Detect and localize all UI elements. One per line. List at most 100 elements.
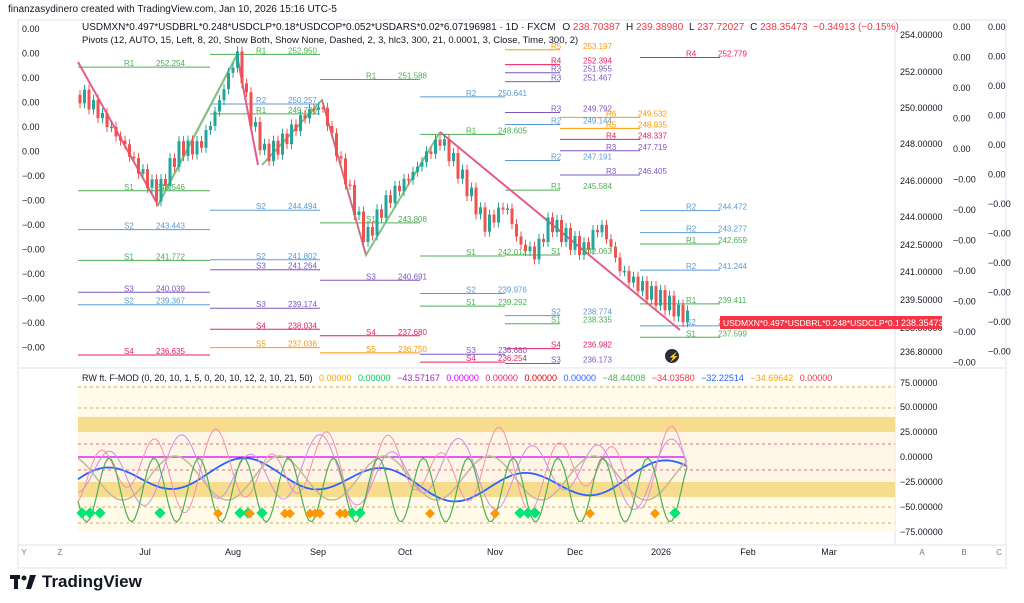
ohlc-change: −0.34913 (−0.15%) — [813, 22, 899, 33]
candle-body — [236, 51, 239, 68]
candle-body — [686, 310, 689, 323]
candle-body — [632, 276, 635, 283]
candle-body — [582, 242, 586, 256]
pivot-level-value: 247.719 — [638, 143, 667, 152]
ohlc-c: 238.35473 — [760, 22, 808, 33]
osc-tan-line — [77, 455, 688, 501]
extra-scale-2-label: 0.00 — [988, 81, 1006, 91]
osc-tick-label: −50.00000 — [900, 502, 943, 512]
candle-body — [227, 72, 230, 90]
candle-body — [605, 224, 608, 240]
candle-body — [528, 246, 532, 252]
extra-scale-1-label: 0.00 — [953, 144, 971, 154]
candle-body — [587, 242, 590, 250]
candle-body — [186, 140, 190, 157]
osc-orange-diamond — [490, 508, 500, 519]
pivot-level-value: 241.244 — [718, 262, 747, 271]
oscillator-markers — [76, 507, 681, 519]
pivot-level-tag: R2 — [551, 152, 562, 161]
left-scale-label: −0.00 — [22, 171, 45, 181]
candle-body — [245, 83, 248, 93]
candle-body — [659, 290, 662, 306]
left-scale-label: 0.00 — [22, 147, 40, 157]
pivots-indicator-line[interactable]: Pivots (12, AUTO, 15, Left, 8, 20, Show … — [82, 35, 579, 46]
osc-tick-label: 50.00000 — [900, 402, 938, 412]
candle-body — [668, 295, 671, 311]
candle-body — [285, 133, 289, 145]
pivot-level-value: 243.808 — [398, 215, 427, 224]
candle-body — [456, 152, 460, 179]
pivot-level-tag: S3 — [256, 262, 266, 271]
pivot-level-tag: S1 — [124, 183, 134, 192]
time-axis-label: Sep — [310, 547, 326, 557]
pivot-level-tag: R2 — [686, 262, 697, 271]
osc-orange-diamond — [305, 508, 315, 519]
candle-body — [564, 228, 568, 243]
candle-body — [434, 139, 437, 154]
pivot-level-value: 236.173 — [583, 356, 612, 365]
created-by-text: finanzasydinero created with TradingView… — [8, 4, 337, 15]
oscillator-value-11: 0.00000 — [797, 373, 833, 383]
pivot-level-value: 242.012 — [498, 248, 527, 257]
candle-body — [578, 235, 581, 256]
oscillator-indicator-line[interactable]: RW ft. F-MOD (0, 20, 10, 1, 5, 0, 20, 10… — [82, 373, 832, 383]
pivot-level-tag: S4 — [551, 341, 561, 350]
candle-body — [344, 158, 347, 185]
oscillator-value-6: 0.00000 — [561, 373, 597, 383]
osc-orange-diamond — [213, 508, 223, 519]
pivot-level-value: 239.367 — [156, 297, 185, 306]
chart-frame — [17, 19, 1007, 569]
pivot-level-value: 252.254 — [156, 59, 185, 68]
pivot-level-value: 237.036 — [288, 340, 317, 349]
candle-body — [231, 67, 235, 73]
candle-body — [137, 158, 140, 174]
candle-body — [123, 140, 127, 145]
pivot-level-tag: S2 — [686, 318, 696, 327]
pivot-level-tag: R5 — [551, 42, 562, 51]
last-price-label: USDMXN*0.497*USDBRL*0.248*USDCLP*0.18... — [723, 318, 912, 328]
candle-body — [654, 286, 658, 306]
pivot-level-value: 249.720 — [288, 106, 317, 115]
candle-body — [110, 126, 113, 129]
pivot-level-tag: R4 — [606, 131, 617, 140]
extra-scale-2-label: 0.00 — [988, 111, 1006, 121]
pivot-level-tag: S3 — [551, 356, 561, 365]
oscillator-values: 0.00000 0.00000 −43.57167 0.00000 0.0000… — [315, 373, 832, 383]
pivot-level-value: 244.472 — [718, 203, 747, 212]
candle-body — [254, 121, 257, 127]
ohlc-l: 237.72027 — [697, 22, 745, 33]
osc-tick-label: −75.00000 — [900, 527, 943, 537]
pivot-level-tag: S1 — [124, 252, 134, 261]
pivot-level-tag: R2 — [686, 225, 697, 234]
candle-body — [281, 133, 284, 155]
candle-body — [569, 228, 572, 250]
pivot-level-value: 238.774 — [583, 308, 612, 317]
candle-body — [105, 112, 109, 128]
candle-body — [492, 214, 496, 223]
pivot-level-tag: R1 — [686, 236, 697, 245]
candle-body — [348, 184, 352, 187]
oscillator-value-5: 0.00000 — [521, 373, 557, 383]
candle-body — [609, 239, 613, 247]
candle-body — [510, 208, 514, 225]
pivot-level-value: 238.335 — [583, 316, 612, 325]
osc-green-diamond — [522, 507, 534, 519]
left-scale-label: −0.00 — [22, 294, 45, 304]
extra-scale-2-label: 0.00 — [988, 140, 1006, 150]
ohlc-o-label: O — [562, 22, 571, 33]
left-scale-label: −0.00 — [22, 343, 45, 353]
pivot-level-tag: S3 — [466, 346, 476, 355]
symbol-line: USDMXN*0.497*USDBRL*0.248*USDCLP*0.18*US… — [82, 22, 899, 33]
pivot-level-value: 245.584 — [583, 182, 612, 191]
pivot-level-tag: S4 — [366, 328, 376, 337]
candle-body — [330, 125, 334, 134]
tradingview-brand[interactable]: TradingView — [10, 572, 142, 592]
pivot-level-tag: R3 — [551, 74, 562, 83]
alert-lightning-icon[interactable]: ⚡ — [665, 349, 679, 363]
candle-body — [362, 211, 365, 243]
candle-body — [213, 111, 217, 126]
candle-body — [204, 130, 208, 148]
extra-scale-2-label: −0.00 — [988, 229, 1011, 239]
candle-body — [321, 107, 325, 109]
